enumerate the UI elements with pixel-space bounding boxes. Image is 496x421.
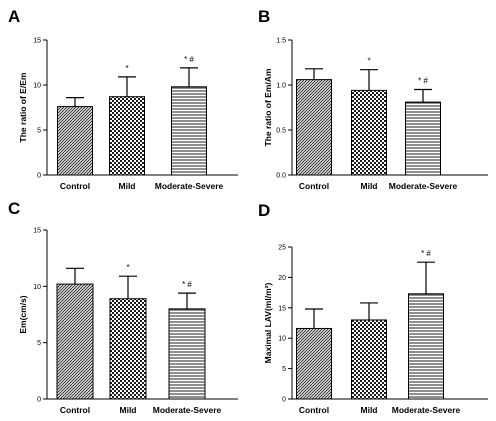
bar — [109, 96, 145, 176]
x-category-label: Control — [299, 405, 329, 415]
x-category-label: Control — [299, 181, 329, 191]
significance-mark: * — [126, 263, 129, 272]
y-tick-label: 25 — [278, 245, 286, 252]
panel-letter: C — [8, 199, 20, 218]
x-category-label: Moderate-Severe — [389, 181, 458, 191]
y-tick-label: 5 — [282, 366, 286, 373]
bar — [296, 327, 332, 400]
chart-panel-d: D 0 5 10 15 20 25 Maximal LAV(ml/m²) Control Mild… — [258, 201, 488, 415]
bar — [168, 308, 206, 400]
panel-letter: D — [258, 201, 270, 220]
y-tick-label: 10 — [33, 83, 41, 90]
y-tick-label: 1.0 — [276, 83, 286, 90]
y-tick-label: 0.0 — [276, 173, 286, 180]
y-tick-label: 15 — [33, 228, 41, 235]
x-category-label: Moderate-Severe — [153, 405, 222, 415]
x-category-label: Control — [60, 181, 90, 191]
y-tick-label: 0.5 — [276, 128, 286, 135]
bar — [351, 319, 387, 400]
significance-mark: * # — [418, 77, 428, 86]
y-tick-label: 10 — [278, 336, 286, 343]
x-category-label: Moderate-Severe — [392, 405, 461, 415]
y-tick-label: 0 — [37, 173, 41, 180]
y-tick-label: 15 — [278, 305, 286, 312]
chart-panel-b: B 0.0 0.5 1.0 1.5 The ratio of Em/Am Control * M… — [258, 7, 488, 191]
significance-mark: * # — [421, 249, 431, 258]
x-category-label: Mild — [361, 181, 378, 191]
bar — [296, 79, 332, 176]
bar — [57, 106, 93, 176]
y-axis-title: The ratio of Em/Am — [263, 68, 273, 146]
y-tick-label: 0 — [37, 397, 41, 404]
y-tick-label: 5 — [37, 340, 41, 347]
bar — [56, 283, 94, 400]
y-axis-title: Maximal LAV(ml/m²) — [263, 283, 273, 364]
y-tick-label: 5 — [37, 128, 41, 135]
panel-letter: B — [258, 7, 270, 26]
x-category-label: Moderate-Severe — [155, 181, 224, 191]
bar — [408, 293, 444, 400]
bar — [405, 101, 441, 176]
y-tick-label: 1.5 — [276, 38, 286, 45]
y-tick-label: 15 — [33, 38, 41, 45]
x-category-label: Control — [60, 405, 90, 415]
y-tick-label: 0 — [282, 397, 286, 404]
x-category-label: Mild — [361, 405, 378, 415]
significance-mark: * — [125, 64, 128, 73]
x-category-label: Mild — [119, 181, 136, 191]
chart-panel-a: A 0 5 10 15 The ratio of E/Em Control * Mild * # M… — [8, 7, 238, 191]
y-axis-title: The ratio of E/Em — [18, 72, 28, 142]
significance-mark: * # — [182, 280, 192, 289]
chart-panel-c: C 0 5 10 15 Em(cm/s) Control * Mild * # Moderate-S… — [8, 199, 238, 415]
y-tick-label: 20 — [278, 275, 286, 282]
bar — [351, 89, 387, 176]
bar — [109, 298, 147, 400]
significance-mark: * — [367, 57, 370, 66]
bar — [171, 86, 207, 176]
y-tick-label: 10 — [33, 284, 41, 291]
panel-letter: A — [8, 7, 20, 26]
significance-mark: * # — [184, 55, 194, 64]
y-axis-title: Em(cm/s) — [18, 295, 28, 333]
x-category-label: Mild — [120, 405, 137, 415]
